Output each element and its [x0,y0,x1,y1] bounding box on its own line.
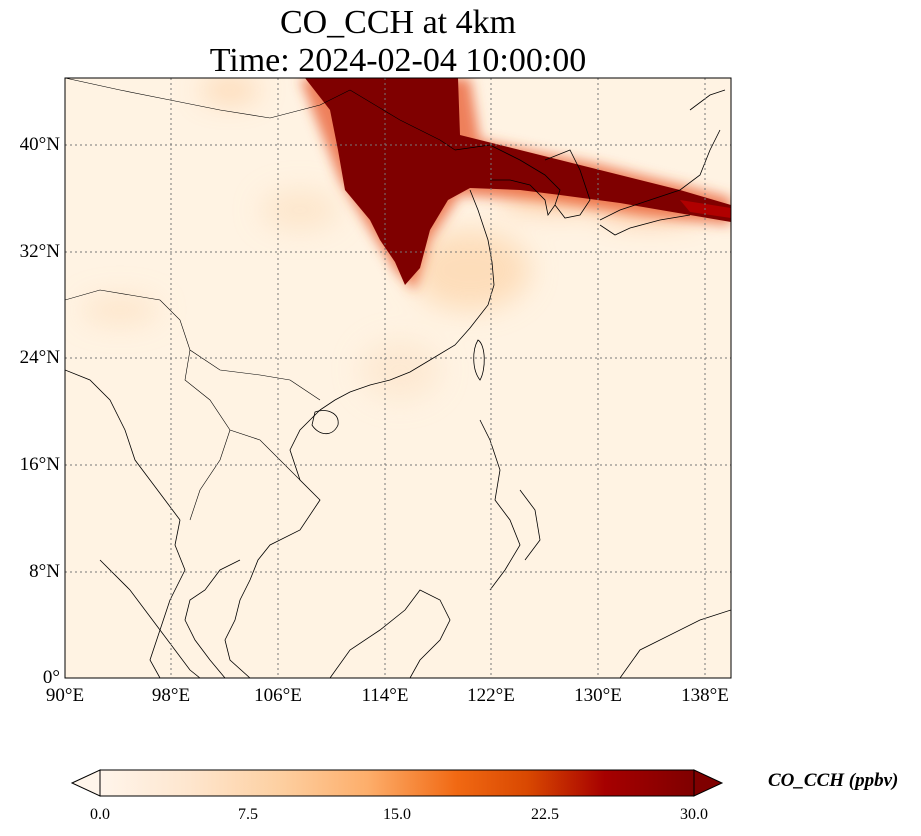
colorbar-max-extend [693,769,724,797]
lon-tick-label: 130°E [574,685,622,706]
coastlines [65,78,731,678]
lat-tick-label: 0° [42,667,60,688]
colorbar-tick-label: 22.5 [531,806,559,823]
map-frame [64,77,732,679]
colorbar-tick-label: 30.0 [680,806,708,823]
lat-tick-label: 16°N [19,454,60,475]
concentration-field [65,78,731,678]
lon-tick-label: 122°E [467,685,515,706]
lon-tick-label: 106°E [254,685,302,706]
lon-tick-label: 114°E [361,685,409,706]
colorbar-tick-label: 7.5 [238,806,258,823]
colorbar-tick-label: 0.0 [90,806,110,823]
lat-tick-label: 8°N [29,561,60,582]
colorbar-label: CO_CCH (ppbv) [768,770,899,791]
map-title: CO_CCH at 4km [279,4,517,41]
lat-tick-label: 32°N [19,241,60,262]
lat-tick-label: 24°N [19,347,60,368]
colorbar-min-extend [70,769,101,797]
lon-tick-label: 138°E [681,685,729,706]
gridlines [65,78,731,678]
colorbar-tick-label: 15.0 [383,806,411,823]
colorbar [99,769,695,797]
lon-tick-label: 98°E [151,685,191,706]
map-time-subtitle: Time: 2024-02-04 10:00:00 [209,42,587,79]
lat-tick-label: 40°N [19,134,60,155]
lon-tick-label: 90°E [45,685,85,706]
